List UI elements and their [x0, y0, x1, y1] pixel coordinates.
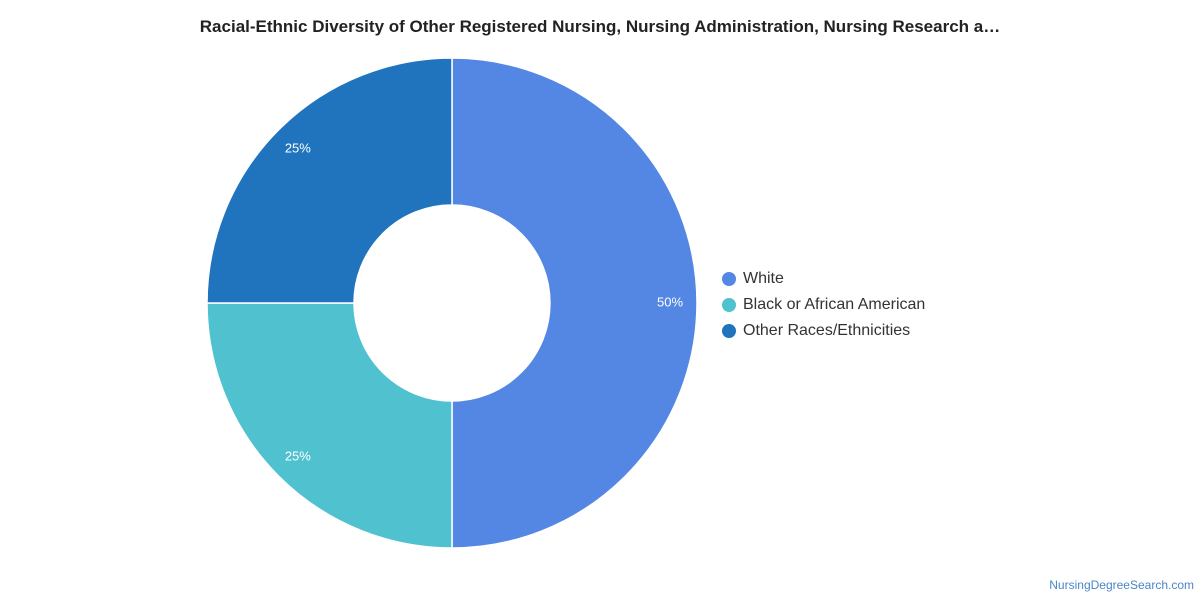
legend-item[interactable]: Black or African American [722, 292, 925, 318]
slice-label: 25% [285, 449, 311, 464]
legend-swatch [722, 272, 736, 286]
slice-label: 25% [285, 140, 311, 155]
pie-slice-other-races-ethnicities[interactable] [206, 57, 453, 304]
legend-item[interactable]: White [722, 266, 925, 292]
legend-label: Other Races/Ethnicities [743, 322, 911, 339]
source-credit[interactable]: NursingDegreeSearch.com [1049, 578, 1194, 592]
legend-label: Black or African American [743, 296, 926, 313]
pie-slice-black-or-african-american[interactable] [206, 302, 453, 549]
chart-title: Racial-Ethnic Diversity of Other Registe… [199, 17, 1001, 36]
legend-label: White [743, 270, 784, 287]
chart-legend: White Black or African American Other Race… [722, 266, 925, 344]
slice-label: 50% [657, 294, 683, 309]
pie-slice-white[interactable] [451, 57, 698, 549]
legend-swatch [722, 324, 736, 338]
legend-item[interactable]: Other Races/Ethnicities [722, 318, 925, 344]
legend-swatch [722, 298, 736, 312]
